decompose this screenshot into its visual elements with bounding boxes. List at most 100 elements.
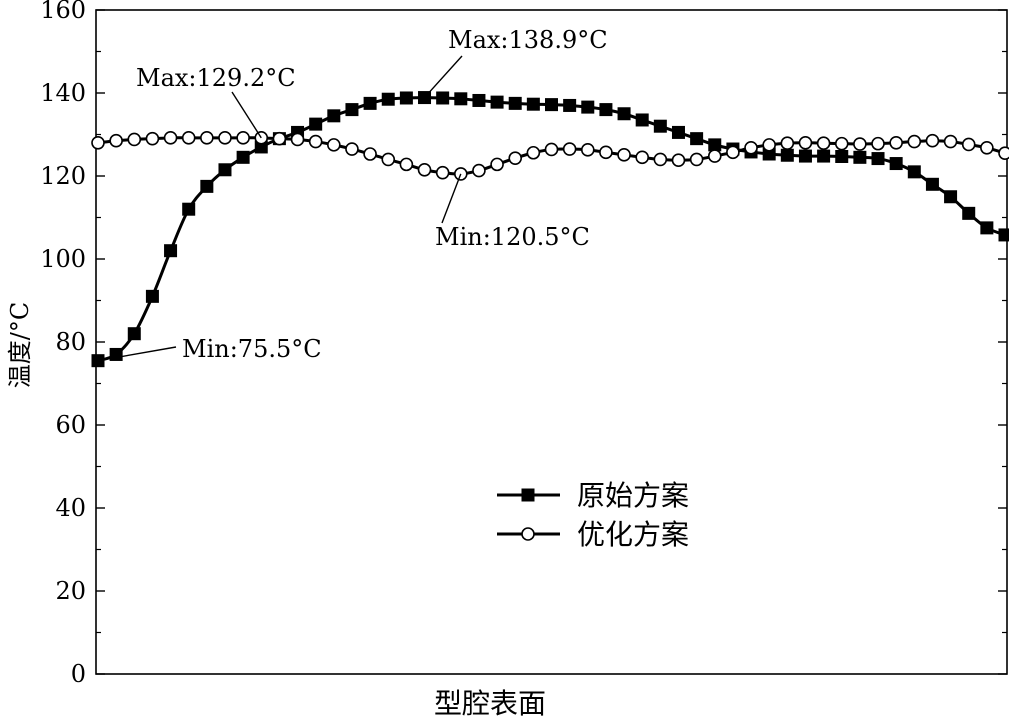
- data-point-optimized: [980, 140, 994, 155]
- data-point-original: [490, 95, 504, 109]
- y-axis: 0 20 40 60 80 100 120 140 160: [40, 0, 1007, 688]
- data-point-optimized: [181, 131, 196, 145]
- data-point-original: [218, 163, 232, 177]
- annotation-label: Max:138.9°C: [448, 26, 608, 54]
- data-point-optimized: [889, 136, 903, 150]
- annotation-label: Min:75.5°C: [182, 335, 322, 363]
- data-point-original: [236, 150, 250, 164]
- data-point-optimized: [526, 145, 541, 160]
- data-point-original: [581, 100, 595, 114]
- y-tick-label: 100: [40, 245, 86, 273]
- data-point-original: [998, 228, 1009, 242]
- data-point-original: [635, 113, 649, 127]
- data-point-original: [508, 96, 522, 110]
- annotation-leader: [97, 346, 177, 362]
- data-point-optimized: [580, 143, 595, 157]
- y-tick-label: 160: [40, 0, 86, 24]
- data-point-original: [798, 149, 812, 163]
- series-original: [91, 91, 1009, 368]
- data-point-original: [708, 138, 722, 152]
- data-point-optimized: [671, 153, 686, 168]
- data-point-original: [690, 132, 704, 146]
- data-point-original: [907, 165, 921, 179]
- data-point-optimized: [816, 136, 831, 151]
- data-point-original: [309, 117, 323, 131]
- data-point-optimized: [617, 148, 631, 162]
- data-point-optimized: [707, 149, 722, 163]
- data-point-original: [671, 125, 685, 139]
- data-point-optimized: [762, 138, 776, 152]
- data-point-optimized: [635, 150, 650, 165]
- data-point-original: [944, 190, 958, 204]
- data-point-optimized: [798, 136, 813, 150]
- data-point-optimized: [871, 136, 885, 151]
- data-point-original: [345, 103, 359, 117]
- data-point-optimized: [943, 134, 958, 149]
- annotation-label: Min:120.5°C: [435, 223, 590, 251]
- data-point-optimized: [163, 131, 178, 145]
- x-axis-label: 型腔表面: [434, 687, 546, 719]
- data-point-optimized: [200, 131, 214, 145]
- data-point-optimized: [435, 165, 450, 180]
- data-point-original: [617, 107, 631, 121]
- data-point-optimized: [381, 152, 396, 167]
- data-point-original: [599, 103, 613, 117]
- y-tick-label: 120: [40, 162, 86, 190]
- data-point-optimized: [689, 152, 704, 167]
- y-tick-label: 60: [55, 411, 86, 439]
- y-tick-label: 40: [55, 494, 86, 522]
- data-point-original: [454, 92, 468, 106]
- data-point-original: [962, 206, 976, 220]
- data-point-original: [853, 150, 867, 164]
- annotation-leader: [231, 91, 262, 139]
- data-point-original: [563, 98, 577, 112]
- data-point-original: [164, 244, 178, 258]
- legend-label-original: 原始方案: [577, 479, 689, 512]
- series-optimized: [91, 131, 1009, 181]
- data-point-optimized: [145, 131, 160, 146]
- annotation-label: Max:129.2°C: [136, 64, 296, 92]
- data-point-original: [182, 202, 196, 216]
- data-point-optimized: [399, 157, 414, 172]
- data-point-optimized: [109, 133, 123, 148]
- data-point-optimized: [853, 137, 867, 151]
- data-point-optimized: [961, 137, 976, 152]
- data-point-optimized: [998, 146, 1009, 160]
- data-point-original: [381, 92, 395, 106]
- data-point-original: [472, 93, 486, 107]
- data-point-original: [780, 148, 794, 162]
- data-point-original: [835, 149, 849, 163]
- annotation-leader: [441, 173, 462, 224]
- y-tick-label: 140: [40, 79, 86, 107]
- data-point-original: [399, 91, 413, 105]
- data-point-optimized: [599, 145, 613, 160]
- data-point-original: [925, 177, 939, 191]
- series-layer: [91, 91, 1009, 368]
- data-point-optimized: [834, 136, 849, 151]
- legend-marker-optimized: [521, 527, 535, 541]
- data-point-optimized: [780, 136, 795, 151]
- data-point-optimized: [272, 131, 287, 146]
- data-point-original: [127, 327, 141, 341]
- data-point-optimized: [363, 147, 377, 161]
- data-point-optimized: [925, 133, 940, 148]
- data-point-original: [980, 221, 994, 235]
- data-point-optimized: [472, 163, 486, 178]
- data-point-optimized: [236, 131, 250, 145]
- y-tick-label: 80: [55, 328, 86, 356]
- data-point-optimized: [907, 134, 922, 149]
- data-point-optimized: [308, 134, 323, 149]
- data-point-optimized: [327, 138, 341, 152]
- data-point-optimized: [91, 136, 105, 150]
- data-point-optimized: [345, 142, 359, 156]
- y-tick-label: 20: [55, 577, 86, 605]
- data-point-original: [200, 179, 214, 193]
- data-point-original: [871, 152, 885, 166]
- data-point-optimized: [417, 162, 432, 177]
- annotation-layer: Min:75.5°C Max:138.9°C Max:129.2°C Min:120.…: [97, 26, 608, 363]
- data-point-optimized: [726, 145, 740, 160]
- data-point-original: [817, 149, 831, 163]
- data-point-original: [145, 289, 159, 303]
